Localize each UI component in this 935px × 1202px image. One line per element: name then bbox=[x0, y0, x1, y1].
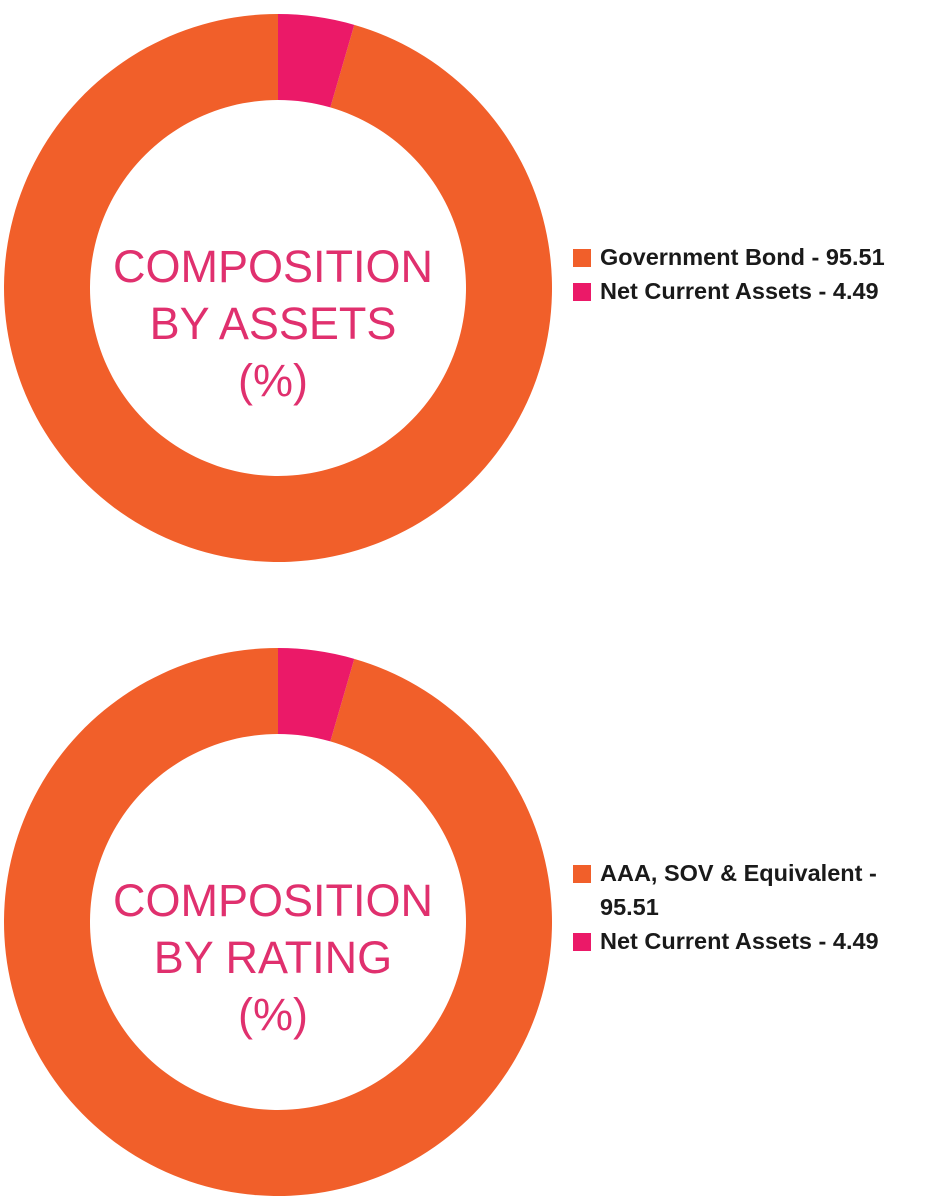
legend-label-aaa-sov-equivalent: AAA, SOV & Equivalent - 95.51 bbox=[600, 860, 877, 920]
legend-item-government-bond: Government Bond - 95.51 bbox=[573, 240, 928, 274]
assets-donut bbox=[3, 14, 553, 562]
composition-by-assets-chart: COMPOSITION BY ASSETS (%) Government Bon… bbox=[0, 8, 935, 568]
rating-title-line-1: COMPOSITION bbox=[112, 875, 433, 926]
assets-title-line-3: (%) bbox=[238, 355, 308, 406]
rating-title-line-3: (%) bbox=[238, 989, 308, 1040]
legend-swatch-government-bond bbox=[573, 249, 591, 267]
legend-label-net-current-assets-rating: Net Current Assets - 4.49 bbox=[600, 928, 879, 954]
assets-title-line-2: BY ASSETS bbox=[149, 298, 397, 349]
rating-donut bbox=[3, 648, 553, 1196]
assets-title-line-1: COMPOSITION bbox=[112, 241, 433, 292]
legend-item-net-current-assets: Net Current Assets - 4.49 bbox=[573, 274, 928, 308]
donut-slice-net-current-assets bbox=[278, 14, 355, 108]
assets-legend: Government Bond - 95.51 Net Current Asse… bbox=[573, 240, 928, 308]
rating-legend: AAA, SOV & Equivalent - 95.51 Net Curren… bbox=[573, 856, 928, 958]
assets-center-title: COMPOSITION BY ASSETS (%) bbox=[73, 238, 473, 409]
rating-center-title: COMPOSITION BY RATING (%) bbox=[73, 872, 473, 1043]
legend-item-net-current-assets-rating: Net Current Assets - 4.49 bbox=[573, 924, 928, 958]
donut-slice-aaa-sov-equivalent bbox=[3, 648, 553, 1196]
legend-label-government-bond: Government Bond - 95.51 bbox=[600, 244, 885, 270]
legend-swatch-net-current-assets-rating bbox=[573, 933, 591, 951]
legend-swatch-aaa-sov-equivalent bbox=[573, 865, 591, 883]
rating-title-line-2: BY RATING bbox=[153, 932, 393, 983]
donut-slice-net-current-assets bbox=[278, 648, 355, 742]
legend-label-net-current-assets: Net Current Assets - 4.49 bbox=[600, 278, 879, 304]
donut-slice-government-bond bbox=[3, 14, 553, 562]
composition-by-rating-chart: COMPOSITION BY RATING (%) AAA, SOV & Equ… bbox=[0, 642, 935, 1202]
legend-item-aaa-sov-equivalent: AAA, SOV & Equivalent - 95.51 bbox=[573, 856, 928, 924]
legend-swatch-net-current-assets bbox=[573, 283, 591, 301]
